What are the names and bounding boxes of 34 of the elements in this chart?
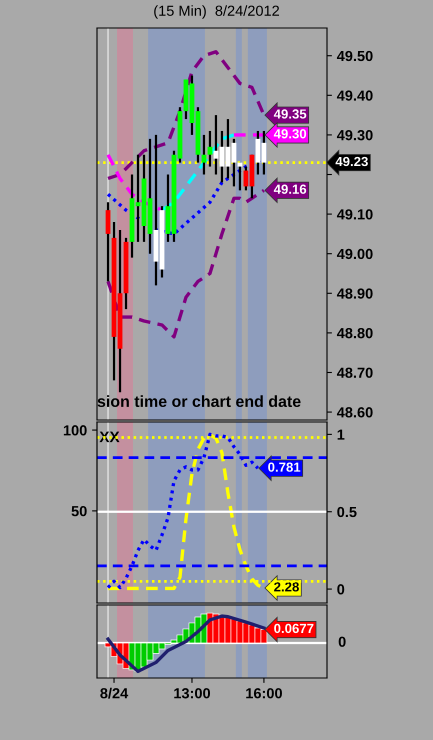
ref-line-label: 0 [338, 636, 346, 647]
y-tick-label: 49.00 [336, 248, 373, 260]
data-label: 49.16 [274, 184, 306, 194]
data-label: 49.30 [274, 129, 306, 138]
y-tick-label: 49.30 [336, 130, 373, 140]
x-tick-label: 8/24 [100, 688, 128, 699]
ref-line-label: 49.23 [336, 156, 368, 166]
y-tick-label: 48.90 [336, 288, 373, 299]
y2-tick-label: 0 [337, 584, 344, 595]
annotation: sion time or chart end date [98, 395, 301, 408]
data-label: 49.35 [274, 109, 306, 119]
y-tick-label: 48.80 [336, 328, 373, 338]
y2-tick-label: 0.5 [337, 506, 357, 518]
line-series [106, 153, 164, 212]
candlestick [202, 134, 206, 176]
y-tick-label: 100 [64, 425, 87, 436]
x-tick-label: 13:00 [174, 688, 210, 698]
y-tick-label: 50 [72, 506, 87, 516]
y-tick-label: 49.40 [336, 90, 373, 101]
x-tick-label: 16:00 [246, 688, 282, 698]
data-label: 0.781 [268, 462, 300, 472]
data-label: 2.28 [274, 582, 299, 592]
line-series [160, 133, 236, 212]
annotation: 0.0677 [274, 624, 314, 634]
candlestick [238, 162, 242, 192]
y-tick-label: 49.10 [336, 209, 373, 220]
candlestick [106, 201, 110, 283]
chart-title: (15 Min) 8/24/2012 [154, 5, 280, 19]
y-tick-label: 49.50 [336, 50, 373, 62]
line-series [106, 50, 266, 180]
y2-tick-label: 1 [338, 430, 344, 440]
y-tick-label: 48.70 [336, 368, 373, 378]
candlestick [208, 130, 212, 168]
y-tick-label: 48.60 [336, 407, 373, 418]
